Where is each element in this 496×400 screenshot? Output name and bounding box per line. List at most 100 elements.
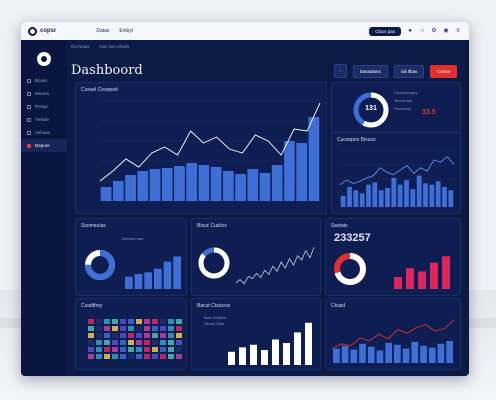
chart-bar xyxy=(259,173,271,201)
chart-bar xyxy=(402,348,410,363)
heatmap-cell xyxy=(160,340,166,345)
chart-bar xyxy=(250,344,257,365)
heatmap-cell xyxy=(160,319,166,324)
kpi-title: Ssetats xyxy=(331,223,348,229)
settings-icon[interactable]: ⚙ xyxy=(431,28,437,34)
chart-bar xyxy=(385,187,390,207)
heatmap-cell xyxy=(144,326,150,331)
heatmap-cell xyxy=(112,347,118,352)
heatmap-cell xyxy=(152,340,158,345)
right-chart-title: Cucsepes Bisuus xyxy=(337,137,376,143)
chart-bar xyxy=(448,190,454,207)
heatmap-cell xyxy=(136,354,142,359)
chart-bar xyxy=(271,165,283,201)
heatmap-cell xyxy=(168,333,174,338)
bars-donut-panel: Ssomeuias Geelcec eae xyxy=(75,218,187,296)
heatmap-cell xyxy=(120,347,126,352)
chart-bar xyxy=(420,345,427,363)
heatmap-panel: Csadtfrey xyxy=(75,298,187,370)
chart-bar xyxy=(406,268,414,289)
breadcrumb-item-1[interactable]: Cas Ioe Ufrass xyxy=(99,44,130,49)
action-button-2[interactable]: Csese xyxy=(430,64,457,78)
sidebar-item-label: Bcass xyxy=(35,78,48,83)
brand-name: copsr xyxy=(40,28,57,34)
white-bars-sub-0: Boa Gellaca xyxy=(204,315,226,320)
sidebar-item-4[interactable]: Vehuss xyxy=(21,126,67,139)
chart-bar xyxy=(134,274,143,289)
heatmap-cell xyxy=(136,319,142,324)
sidebar-item-0[interactable]: Bcass xyxy=(21,74,67,87)
chart-bar xyxy=(261,350,268,365)
chart-bar xyxy=(163,261,172,289)
sidebar-item-1[interactable]: Micses xyxy=(21,87,67,100)
heatmap-cell xyxy=(96,340,102,345)
chart-bar xyxy=(296,143,308,201)
chart-bar xyxy=(112,181,124,201)
chart-bar xyxy=(235,174,246,201)
chart-bar xyxy=(416,175,422,207)
heatmap-cell xyxy=(112,340,118,345)
chart-bar xyxy=(353,190,359,207)
top-nav-item-0[interactable]: Datas xyxy=(96,28,110,34)
right-chart-panel: Cucsepes Bisuus xyxy=(331,132,461,214)
sidebar-logo-icon[interactable] xyxy=(37,52,51,66)
chart-bar xyxy=(161,168,173,201)
breadcrumb-item-0[interactable]: Gu Nsuis xyxy=(71,44,90,49)
kpi-chart xyxy=(334,253,450,289)
menu-icon[interactable]: ≡ xyxy=(456,28,460,34)
heatmap-cell xyxy=(176,333,182,338)
chart-bar xyxy=(239,347,246,365)
heatmap-cell xyxy=(88,340,94,345)
main-chart xyxy=(99,100,321,202)
heatmap-cell xyxy=(144,319,150,324)
top-nav: Datas Ertisyl xyxy=(96,28,133,34)
series-line xyxy=(235,247,315,285)
heatmap-cell xyxy=(144,347,150,352)
search-pill[interactable]: Clucs pas xyxy=(369,26,401,36)
series-line xyxy=(331,319,455,350)
chart-bar xyxy=(367,346,375,363)
globe-icon[interactable]: ○ xyxy=(420,28,424,34)
top-right-tools: Clucs pas ● ○ ⚙ ◉ ≡ xyxy=(369,26,461,36)
filter-icon[interactable]: ⋮ xyxy=(334,64,347,78)
white-bars-sub-1: Seuss Ulas xyxy=(204,321,225,326)
sidebar-item-2[interactable]: Potsyc xyxy=(21,100,67,113)
action-button-1[interactable]: Ioli Ilbas xyxy=(393,64,425,78)
top-nav-item-1[interactable]: Ertisyl xyxy=(119,28,134,34)
chart-bar xyxy=(149,169,161,201)
sidebar-item-3[interactable]: Tresde xyxy=(21,113,67,126)
header-actions: ⋮ Dassalans Ioli Ilbas Csese xyxy=(334,64,457,78)
bar-line-chart xyxy=(331,319,455,363)
heatmap-cell xyxy=(176,340,182,345)
chart-bar xyxy=(294,332,301,365)
heatmap-cell xyxy=(120,333,126,338)
heatmap-cell xyxy=(128,340,134,345)
home-icon xyxy=(27,78,31,83)
heatmap-cell xyxy=(128,319,134,324)
heatmap-cell xyxy=(136,340,142,345)
top-bar: copsr Datas Ertisyl Clucs pas ● ○ ⚙ ◉ ≡ xyxy=(21,22,469,40)
list-icon xyxy=(27,117,31,122)
action-button-0[interactable]: Dassalans xyxy=(352,64,388,78)
user-icon[interactable]: ◉ xyxy=(443,28,449,34)
sidebar-item-label: Vehuss xyxy=(35,130,50,135)
donut-line-chart xyxy=(198,247,315,285)
bell-icon[interactable]: ● xyxy=(408,28,412,34)
sidebar-item-5[interactable]: Depore xyxy=(21,139,67,152)
chart-bar xyxy=(394,344,401,363)
chart-bar xyxy=(137,171,149,201)
chart-bar xyxy=(437,343,445,363)
donut-slice xyxy=(353,92,389,128)
brand-logo[interactable]: copsr xyxy=(28,26,57,36)
chart-bar xyxy=(404,180,409,207)
heatmap-cell xyxy=(120,340,126,345)
chart-bar xyxy=(385,342,392,363)
heatmap-cell xyxy=(104,333,110,338)
heatmap-cell xyxy=(144,333,150,338)
chart-bar xyxy=(186,163,198,201)
heatmap-cell xyxy=(104,340,110,345)
heatmap-cell xyxy=(152,347,158,352)
logo-icon xyxy=(28,26,37,36)
chart-bar xyxy=(100,187,112,201)
sidebar-item-label: Potsyc xyxy=(35,104,49,109)
